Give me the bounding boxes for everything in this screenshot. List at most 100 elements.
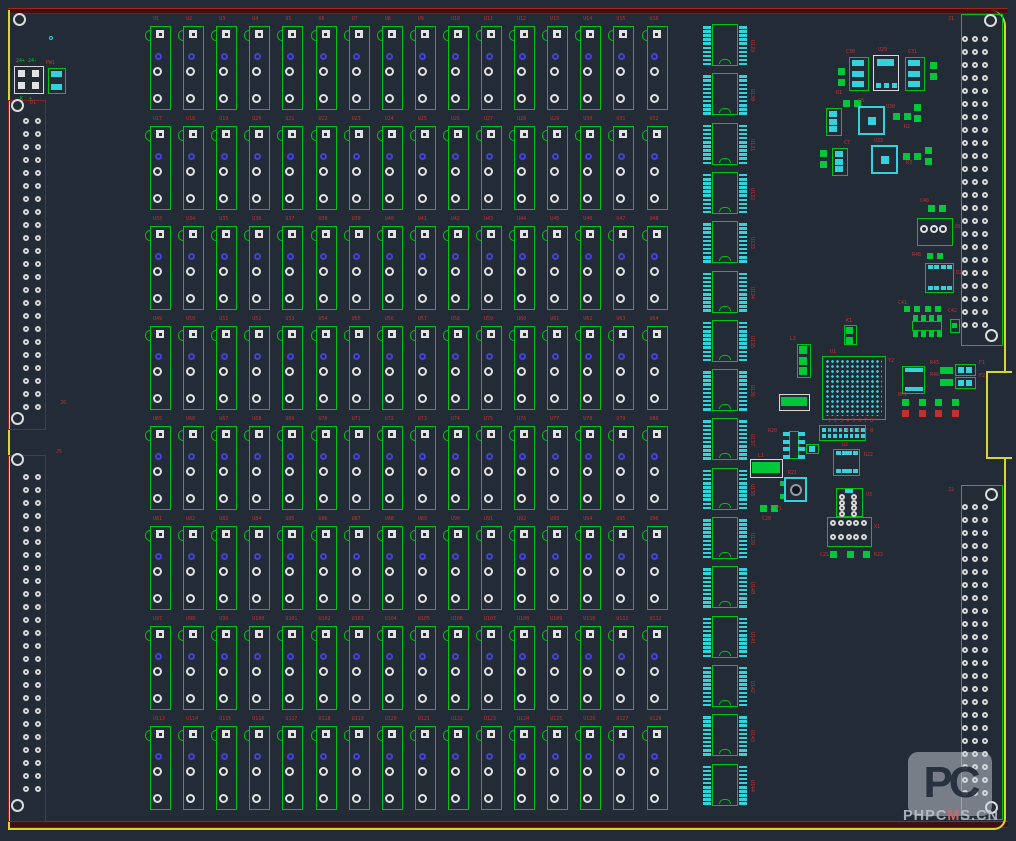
relay-footprint[interactable] <box>476 726 502 810</box>
relay-footprint[interactable] <box>145 126 171 210</box>
relay-footprint[interactable] <box>145 626 171 710</box>
bga-component[interactable] <box>822 356 886 420</box>
relay-footprint[interactable] <box>376 626 403 710</box>
relay-footprint[interactable] <box>145 326 171 410</box>
relay-footprint[interactable] <box>178 26 205 110</box>
pad2v-component[interactable] <box>837 68 846 86</box>
relay-footprint[interactable] <box>244 126 271 210</box>
pad2h-component[interactable] <box>843 99 861 108</box>
relay-footprint[interactable] <box>343 226 370 310</box>
qfn-component[interactable] <box>871 145 898 174</box>
relay-footprint[interactable] <box>310 326 337 410</box>
relay-footprint[interactable] <box>542 726 569 810</box>
icbars-component[interactable] <box>849 57 869 91</box>
relay-footprint[interactable] <box>244 526 271 610</box>
icbars-component[interactable] <box>905 57 925 91</box>
greensq-component[interactable] <box>950 319 960 333</box>
ic-footprint[interactable] <box>712 517 738 559</box>
relay-footprint[interactable] <box>608 226 635 310</box>
connector-right-lower[interactable] <box>961 485 1003 820</box>
relay-footprint[interactable] <box>542 226 569 310</box>
soic8v-component[interactable] <box>783 431 808 462</box>
padrow-component[interactable] <box>830 550 870 559</box>
relay-footprint[interactable] <box>641 126 668 210</box>
relay-footprint[interactable] <box>509 26 536 110</box>
relay-footprint[interactable] <box>409 626 436 710</box>
relay-footprint[interactable] <box>575 326 602 410</box>
pad2h-component[interactable] <box>904 305 920 313</box>
relay-footprint[interactable] <box>310 626 337 710</box>
ic44-component[interactable] <box>833 449 860 476</box>
inductor3-component[interactable] <box>750 459 783 478</box>
relay-footprint[interactable] <box>178 426 205 510</box>
holes2x5-component[interactable] <box>827 517 872 547</box>
relay-footprint[interactable] <box>509 226 536 310</box>
relay-footprint[interactable] <box>641 526 668 610</box>
pad2h-component[interactable] <box>940 366 953 375</box>
relay-footprint[interactable] <box>178 626 205 710</box>
ic-footprint[interactable] <box>712 221 738 264</box>
relay-footprint[interactable] <box>376 426 403 510</box>
ic-footprint[interactable] <box>712 714 738 757</box>
relay-footprint[interactable] <box>211 726 238 810</box>
relay-footprint[interactable] <box>145 226 171 310</box>
relay-footprint[interactable] <box>575 226 602 310</box>
relay-footprint[interactable] <box>641 26 668 110</box>
relay-footprint[interactable] <box>442 626 469 710</box>
relay-footprint[interactable] <box>608 426 635 510</box>
relay-footprint[interactable] <box>608 726 635 810</box>
connector-left-upper[interactable] <box>8 100 46 430</box>
inductor3-component[interactable] <box>779 394 810 411</box>
relay-footprint[interactable] <box>310 126 337 210</box>
icbars-component[interactable] <box>826 108 842 136</box>
relay-footprint[interactable] <box>509 326 536 410</box>
relay-footprint[interactable] <box>310 26 337 110</box>
relay-footprint[interactable] <box>277 526 304 610</box>
pad2h-component[interactable] <box>925 305 941 313</box>
ic-footprint[interactable] <box>712 418 738 461</box>
ic44-component[interactable] <box>925 263 954 293</box>
relay-footprint[interactable] <box>542 626 569 710</box>
relay-footprint[interactable] <box>145 526 171 610</box>
pad2h-component[interactable] <box>903 152 921 161</box>
relay-footprint[interactable] <box>277 426 304 510</box>
ic-footprint[interactable] <box>712 763 738 806</box>
gstack2-component[interactable] <box>844 325 857 345</box>
relay-footprint[interactable] <box>575 726 602 810</box>
ic-footprint[interactable] <box>712 566 738 609</box>
relay-footprint[interactable] <box>542 526 569 610</box>
relay-footprint[interactable] <box>409 326 436 410</box>
relay-footprint[interactable] <box>343 126 370 210</box>
relay-footprint[interactable] <box>343 626 370 710</box>
relay-footprint[interactable] <box>211 26 238 110</box>
cyanbox-component[interactable] <box>806 444 819 454</box>
relay-footprint[interactable] <box>476 26 502 110</box>
icbars-component[interactable] <box>832 148 848 176</box>
conn3-component[interactable] <box>917 218 953 246</box>
relay-footprint[interactable] <box>310 526 337 610</box>
relay-footprint[interactable] <box>608 526 635 610</box>
relay-footprint[interactable] <box>244 26 271 110</box>
ic-footprint[interactable] <box>712 122 738 165</box>
relay-footprint[interactable] <box>641 726 668 810</box>
relay-footprint[interactable] <box>575 26 602 110</box>
pad2v-component[interactable] <box>929 62 938 80</box>
ic-footprint[interactable] <box>712 73 738 116</box>
relay-footprint[interactable] <box>409 226 436 310</box>
relay-footprint[interactable] <box>509 426 536 510</box>
pad2h-component[interactable] <box>760 504 778 514</box>
relay-footprint[interactable] <box>442 226 469 310</box>
soic8-component[interactable] <box>912 315 945 340</box>
relay-footprint[interactable] <box>277 226 304 310</box>
relay-footprint[interactable] <box>343 26 370 110</box>
padrow-component[interactable] <box>902 398 959 407</box>
relay-footprint[interactable] <box>442 126 469 210</box>
relay-footprint[interactable] <box>211 526 238 610</box>
relay-footprint[interactable] <box>442 26 469 110</box>
relay-footprint[interactable] <box>145 426 171 510</box>
relay-footprint[interactable] <box>244 326 271 410</box>
relay-footprint[interactable] <box>211 126 238 210</box>
relay-footprint[interactable] <box>376 126 403 210</box>
relay-footprint[interactable] <box>442 526 469 610</box>
relay-footprint[interactable] <box>641 426 668 510</box>
